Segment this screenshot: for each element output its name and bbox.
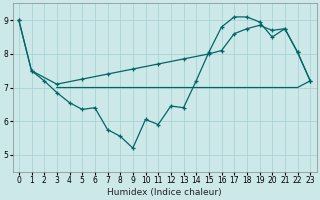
X-axis label: Humidex (Indice chaleur): Humidex (Indice chaleur) (107, 188, 222, 197)
